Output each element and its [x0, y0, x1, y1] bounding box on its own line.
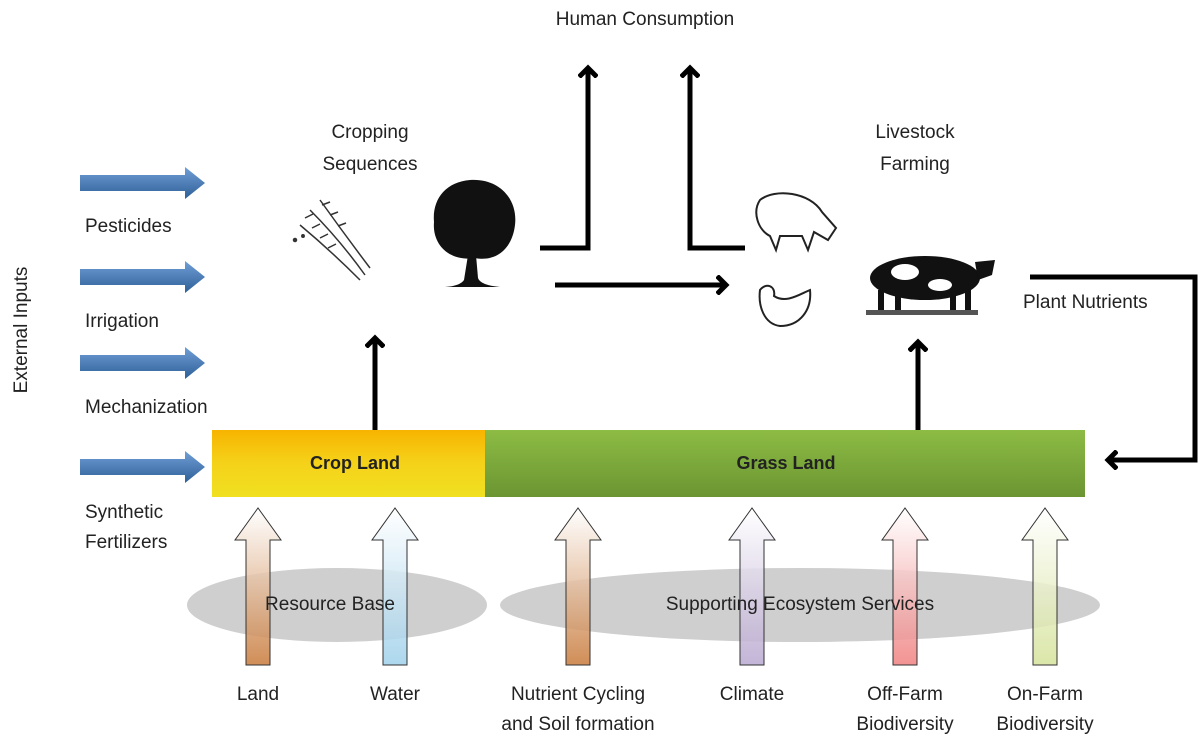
input-arrow [80, 167, 205, 199]
cropping-label: Cropping [331, 122, 408, 143]
ecosystem-services: Supporting Ecosystem Services [666, 594, 934, 615]
service-arrow [371, 507, 419, 666]
input-label: Irrigation [85, 311, 159, 332]
service-arrow [728, 507, 776, 666]
bottom-label: and Soil formation [501, 714, 654, 735]
input-label: Fertilizers [85, 532, 167, 553]
input-arrow [80, 451, 205, 483]
service-arrow [881, 507, 929, 666]
ecosystem-ellipse [500, 568, 1100, 642]
service-arrow [554, 507, 602, 666]
input-label: Pesticides [85, 216, 172, 237]
plant-nutrients: Plant Nutrients [1023, 292, 1148, 313]
bottom-label: Water [370, 684, 421, 705]
bottom-label: Off-Farm [867, 684, 943, 705]
bottom-label: Biodiversity [856, 714, 954, 735]
livestock-label: Farming [880, 154, 950, 175]
arrow [690, 68, 745, 251]
tree-icon [433, 179, 516, 287]
bottom-label: Biodiversity [996, 714, 1094, 735]
input-label: Mechanization [85, 397, 208, 418]
chicken-icon [758, 284, 812, 328]
bottom-label: Nutrient Cycling [511, 684, 645, 705]
pig-icon [755, 192, 838, 253]
input-arrow [80, 261, 205, 293]
bottom-label: Land [237, 684, 279, 705]
livestock-label: Livestock [875, 122, 955, 143]
arrow [540, 68, 588, 251]
cropping-label: Sequences [322, 154, 417, 175]
input-arrow [80, 347, 205, 379]
external-inputs: External Inputs [11, 267, 32, 394]
grass-land-bar [485, 430, 1085, 497]
crop-land: Crop Land [310, 453, 400, 473]
grass-land: Grass Land [736, 453, 835, 473]
bottom-label: Climate [720, 684, 784, 705]
arrow [1030, 274, 1198, 460]
service-arrow [234, 507, 282, 666]
human-consumption: Human Consumption [556, 9, 734, 30]
cow-icon [866, 256, 995, 315]
resource-base: Resource Base [265, 594, 395, 615]
wheat-icon [292, 199, 371, 281]
input-label: Synthetic [85, 502, 163, 523]
service-arrow [1021, 507, 1069, 666]
crop-land-bar [212, 430, 485, 497]
bottom-label: On-Farm [1007, 684, 1083, 705]
